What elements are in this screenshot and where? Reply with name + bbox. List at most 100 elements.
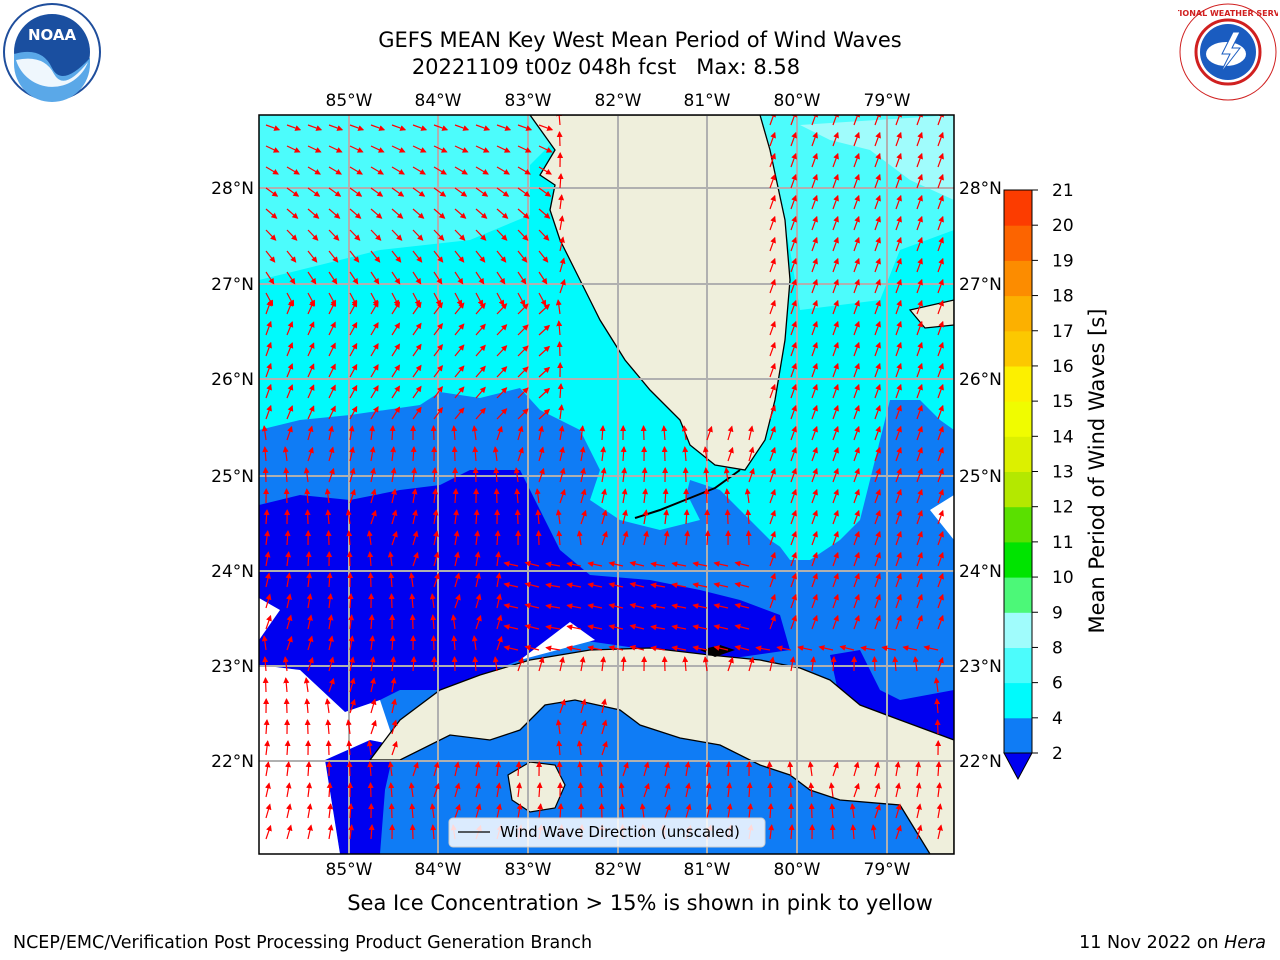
field-deep-east (830, 650, 954, 745)
wind-wave-arrow (832, 530, 839, 546)
colorbar-tick-label: 9 (1052, 603, 1063, 623)
wind-wave-arrow (496, 124, 512, 131)
wind-wave-arrow (369, 635, 376, 651)
wind-wave-arrow (496, 387, 508, 399)
wind-wave-arrow (853, 593, 860, 609)
wind-wave-arrow (391, 166, 405, 175)
wind-wave-arrow (536, 782, 543, 798)
colorbar-tick-label: 16 (1052, 357, 1074, 377)
wind-wave-arrow (895, 341, 902, 357)
wind-wave-arrow (348, 614, 355, 630)
wind-wave-arrow (629, 602, 645, 609)
wind-wave-arrow (412, 385, 422, 399)
wind-wave-arrow (895, 824, 902, 840)
wind-wave-arrow (916, 236, 923, 252)
wind-wave-arrow (916, 257, 923, 273)
wind-wave-arrow (734, 644, 750, 651)
wind-wave-arrow (433, 187, 447, 197)
wind-wave-arrow (538, 446, 545, 462)
wind-wave-arrow (454, 323, 465, 336)
wind-wave-arrow (325, 719, 332, 735)
wind-wave-arrow (391, 406, 401, 420)
wind-wave-arrow (608, 624, 624, 630)
wind-wave-arrow (832, 320, 839, 336)
wind-wave-arrow (916, 530, 923, 546)
lat-label-left: 28°N (211, 179, 254, 199)
wind-wave-arrow (895, 236, 902, 252)
wind-wave-arrow (895, 194, 902, 210)
wind-wave-arrow (713, 645, 729, 651)
wind-wave-arrow (410, 656, 417, 672)
wind-wave-arrow (620, 446, 627, 462)
lon-label-bottom: 79°W (864, 860, 911, 880)
wind-wave-arrow (608, 645, 624, 651)
wind-wave-arrow (325, 740, 332, 756)
wind-wave-arrow (475, 145, 490, 153)
wind-wave-arrow (811, 404, 818, 420)
wind-wave-arrow (790, 509, 797, 525)
wind-wave-arrow (734, 623, 750, 630)
wind-wave-arrow (895, 152, 902, 168)
wind-wave-arrow (832, 215, 839, 231)
wind-wave-arrow (853, 509, 860, 525)
wind-wave-arrow (432, 509, 439, 525)
wind-wave-arrow (790, 614, 797, 630)
wind-wave-arrow (327, 614, 334, 630)
colorbar-tick-label: 13 (1052, 463, 1074, 483)
wind-wave-arrow (473, 509, 480, 525)
florida-keys (634, 469, 741, 519)
wind-wave-arrow (769, 215, 776, 231)
wind-wave-arrow (769, 320, 776, 336)
wind-wave-arrow (325, 530, 332, 546)
wind-wave-arrow (601, 740, 608, 756)
wind-wave-arrow (410, 446, 417, 462)
wind-wave-arrow (538, 145, 553, 153)
wind-wave-arrow (790, 488, 797, 504)
wind-wave-arrow (496, 593, 502, 609)
wind-wave-arrow (370, 271, 380, 285)
wind-wave-arrow (937, 194, 944, 210)
wind-wave-arrow (262, 446, 269, 462)
colorbar-tick-label: 18 (1052, 287, 1074, 307)
wind-wave-arrow (641, 467, 648, 483)
wind-wave-arrow (370, 343, 379, 357)
wind-wave-arrow (475, 572, 481, 588)
wind-wave-arrow (328, 145, 343, 153)
wind-wave-arrow (496, 408, 508, 420)
wind-wave-arrow (556, 131, 563, 147)
wind-wave-arrow (937, 551, 944, 567)
wind-wave-arrow (839, 644, 855, 651)
wind-wave-arrow (726, 803, 733, 819)
wind-wave-arrow (496, 366, 508, 378)
wind-wave-arrow (391, 385, 401, 399)
wind-wave-arrow (454, 145, 469, 153)
wind-wave-arrow (265, 803, 272, 819)
wind-wave-arrow (556, 530, 563, 546)
lon-label-bottom: 80°W (774, 860, 821, 880)
wind-wave-arrow (916, 572, 923, 588)
wind-wave-arrow (538, 250, 549, 263)
wind-wave-arrow (599, 425, 606, 441)
wind-wave-arrow (348, 425, 355, 441)
wind-wave-arrow (307, 250, 318, 263)
wind-wave-arrow (412, 166, 426, 175)
wind-wave-arrow (933, 677, 940, 693)
wind-wave-arrow (286, 145, 301, 153)
wind-wave-arrow (902, 645, 918, 652)
wind-wave-arrow (853, 341, 860, 357)
wind-wave-arrow (349, 677, 356, 693)
wind-wave-arrow (324, 698, 331, 714)
wind-wave-arrow (790, 572, 797, 588)
wind-wave-arrow (326, 782, 333, 798)
lat-label-left: 22°N (211, 752, 254, 772)
wind-wave-arrow (580, 467, 586, 483)
wind-wave-arrow (601, 719, 608, 735)
wind-wave-arrow (828, 782, 835, 798)
wind-wave-arrow (475, 124, 491, 131)
wind-wave-arrow (663, 530, 670, 546)
wind-wave-arrow (790, 593, 797, 609)
wind-wave-arrow (347, 593, 354, 609)
wind-wave-arrow (474, 530, 481, 546)
wind-wave-arrow (307, 342, 315, 357)
wind-wave-arrow (264, 551, 271, 567)
